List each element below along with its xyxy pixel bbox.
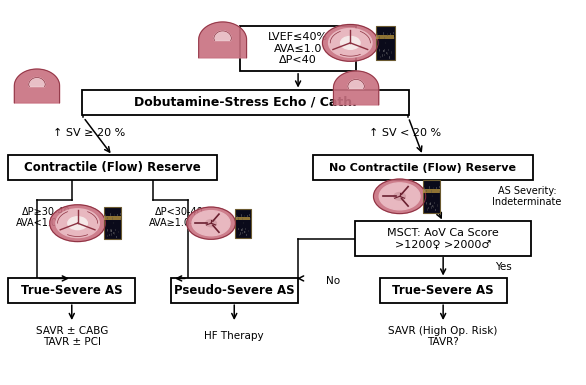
Text: HF Therapy: HF Therapy (205, 331, 264, 341)
Circle shape (379, 183, 420, 210)
Bar (424, 189, 440, 193)
Circle shape (206, 220, 216, 227)
Text: Dobutamine-Stress Echo / Cath.: Dobutamine-Stress Echo / Cath. (134, 96, 357, 109)
FancyBboxPatch shape (380, 278, 507, 303)
Text: ΔP≥30-40
AVA<1.0-1.2: ΔP≥30-40 AVA<1.0-1.2 (15, 207, 76, 228)
Text: Contractile (Flow) Reserve: Contractile (Flow) Reserve (24, 161, 201, 174)
Text: LVEF≤40%
AVA≤1.0
ΔP<40: LVEF≤40% AVA≤1.0 ΔP<40 (268, 32, 328, 65)
Circle shape (50, 205, 105, 242)
Circle shape (373, 179, 426, 214)
Polygon shape (199, 22, 247, 58)
Text: No: No (326, 276, 340, 286)
Bar (423, 180, 440, 213)
Circle shape (329, 28, 372, 57)
FancyBboxPatch shape (171, 278, 298, 303)
Bar (104, 207, 121, 239)
Circle shape (68, 217, 87, 229)
Text: ↑ SV < 20 %: ↑ SV < 20 % (369, 128, 441, 138)
Bar (376, 26, 395, 60)
Bar (235, 209, 251, 238)
Text: MSCT: AoV Ca Score
>1200♀ >2000♂: MSCT: AoV Ca Score >1200♀ >2000♂ (387, 228, 499, 249)
Text: Pseudo-Severe AS: Pseudo-Severe AS (174, 284, 295, 297)
Circle shape (340, 37, 360, 49)
FancyBboxPatch shape (313, 155, 533, 180)
Circle shape (56, 209, 99, 238)
Text: True-Severe AS: True-Severe AS (393, 284, 494, 297)
Text: AS Severity:
Indeterminate: AS Severity: Indeterminate (492, 186, 562, 207)
Text: ΔP<30-40
AVA≥1.0-1.2: ΔP<30-40 AVA≥1.0-1.2 (149, 207, 210, 228)
Text: True-Severe AS: True-Severe AS (21, 284, 122, 297)
Text: SAVR ± CABG
TAVR ± PCI: SAVR ± CABG TAVR ± PCI (36, 326, 108, 347)
Polygon shape (29, 77, 45, 87)
FancyBboxPatch shape (82, 90, 410, 115)
Circle shape (187, 207, 236, 239)
Text: ↑ SV ≥ 20 %: ↑ SV ≥ 20 % (53, 128, 125, 138)
Bar (104, 216, 121, 220)
Text: No Contractile (Flow) Reserve: No Contractile (Flow) Reserve (329, 162, 516, 172)
Circle shape (192, 211, 230, 236)
Polygon shape (333, 71, 379, 105)
Polygon shape (14, 69, 60, 103)
Circle shape (394, 192, 406, 200)
Text: SAVR (High Op. Risk)
TAVR?: SAVR (High Op. Risk) TAVR? (389, 326, 498, 347)
Circle shape (322, 25, 378, 61)
Polygon shape (214, 31, 231, 40)
Text: Yes: Yes (495, 262, 512, 272)
FancyBboxPatch shape (355, 221, 532, 256)
Bar (376, 35, 394, 39)
FancyBboxPatch shape (8, 155, 217, 180)
Polygon shape (348, 79, 364, 89)
FancyBboxPatch shape (8, 278, 135, 303)
FancyBboxPatch shape (240, 26, 356, 72)
Bar (236, 217, 250, 220)
